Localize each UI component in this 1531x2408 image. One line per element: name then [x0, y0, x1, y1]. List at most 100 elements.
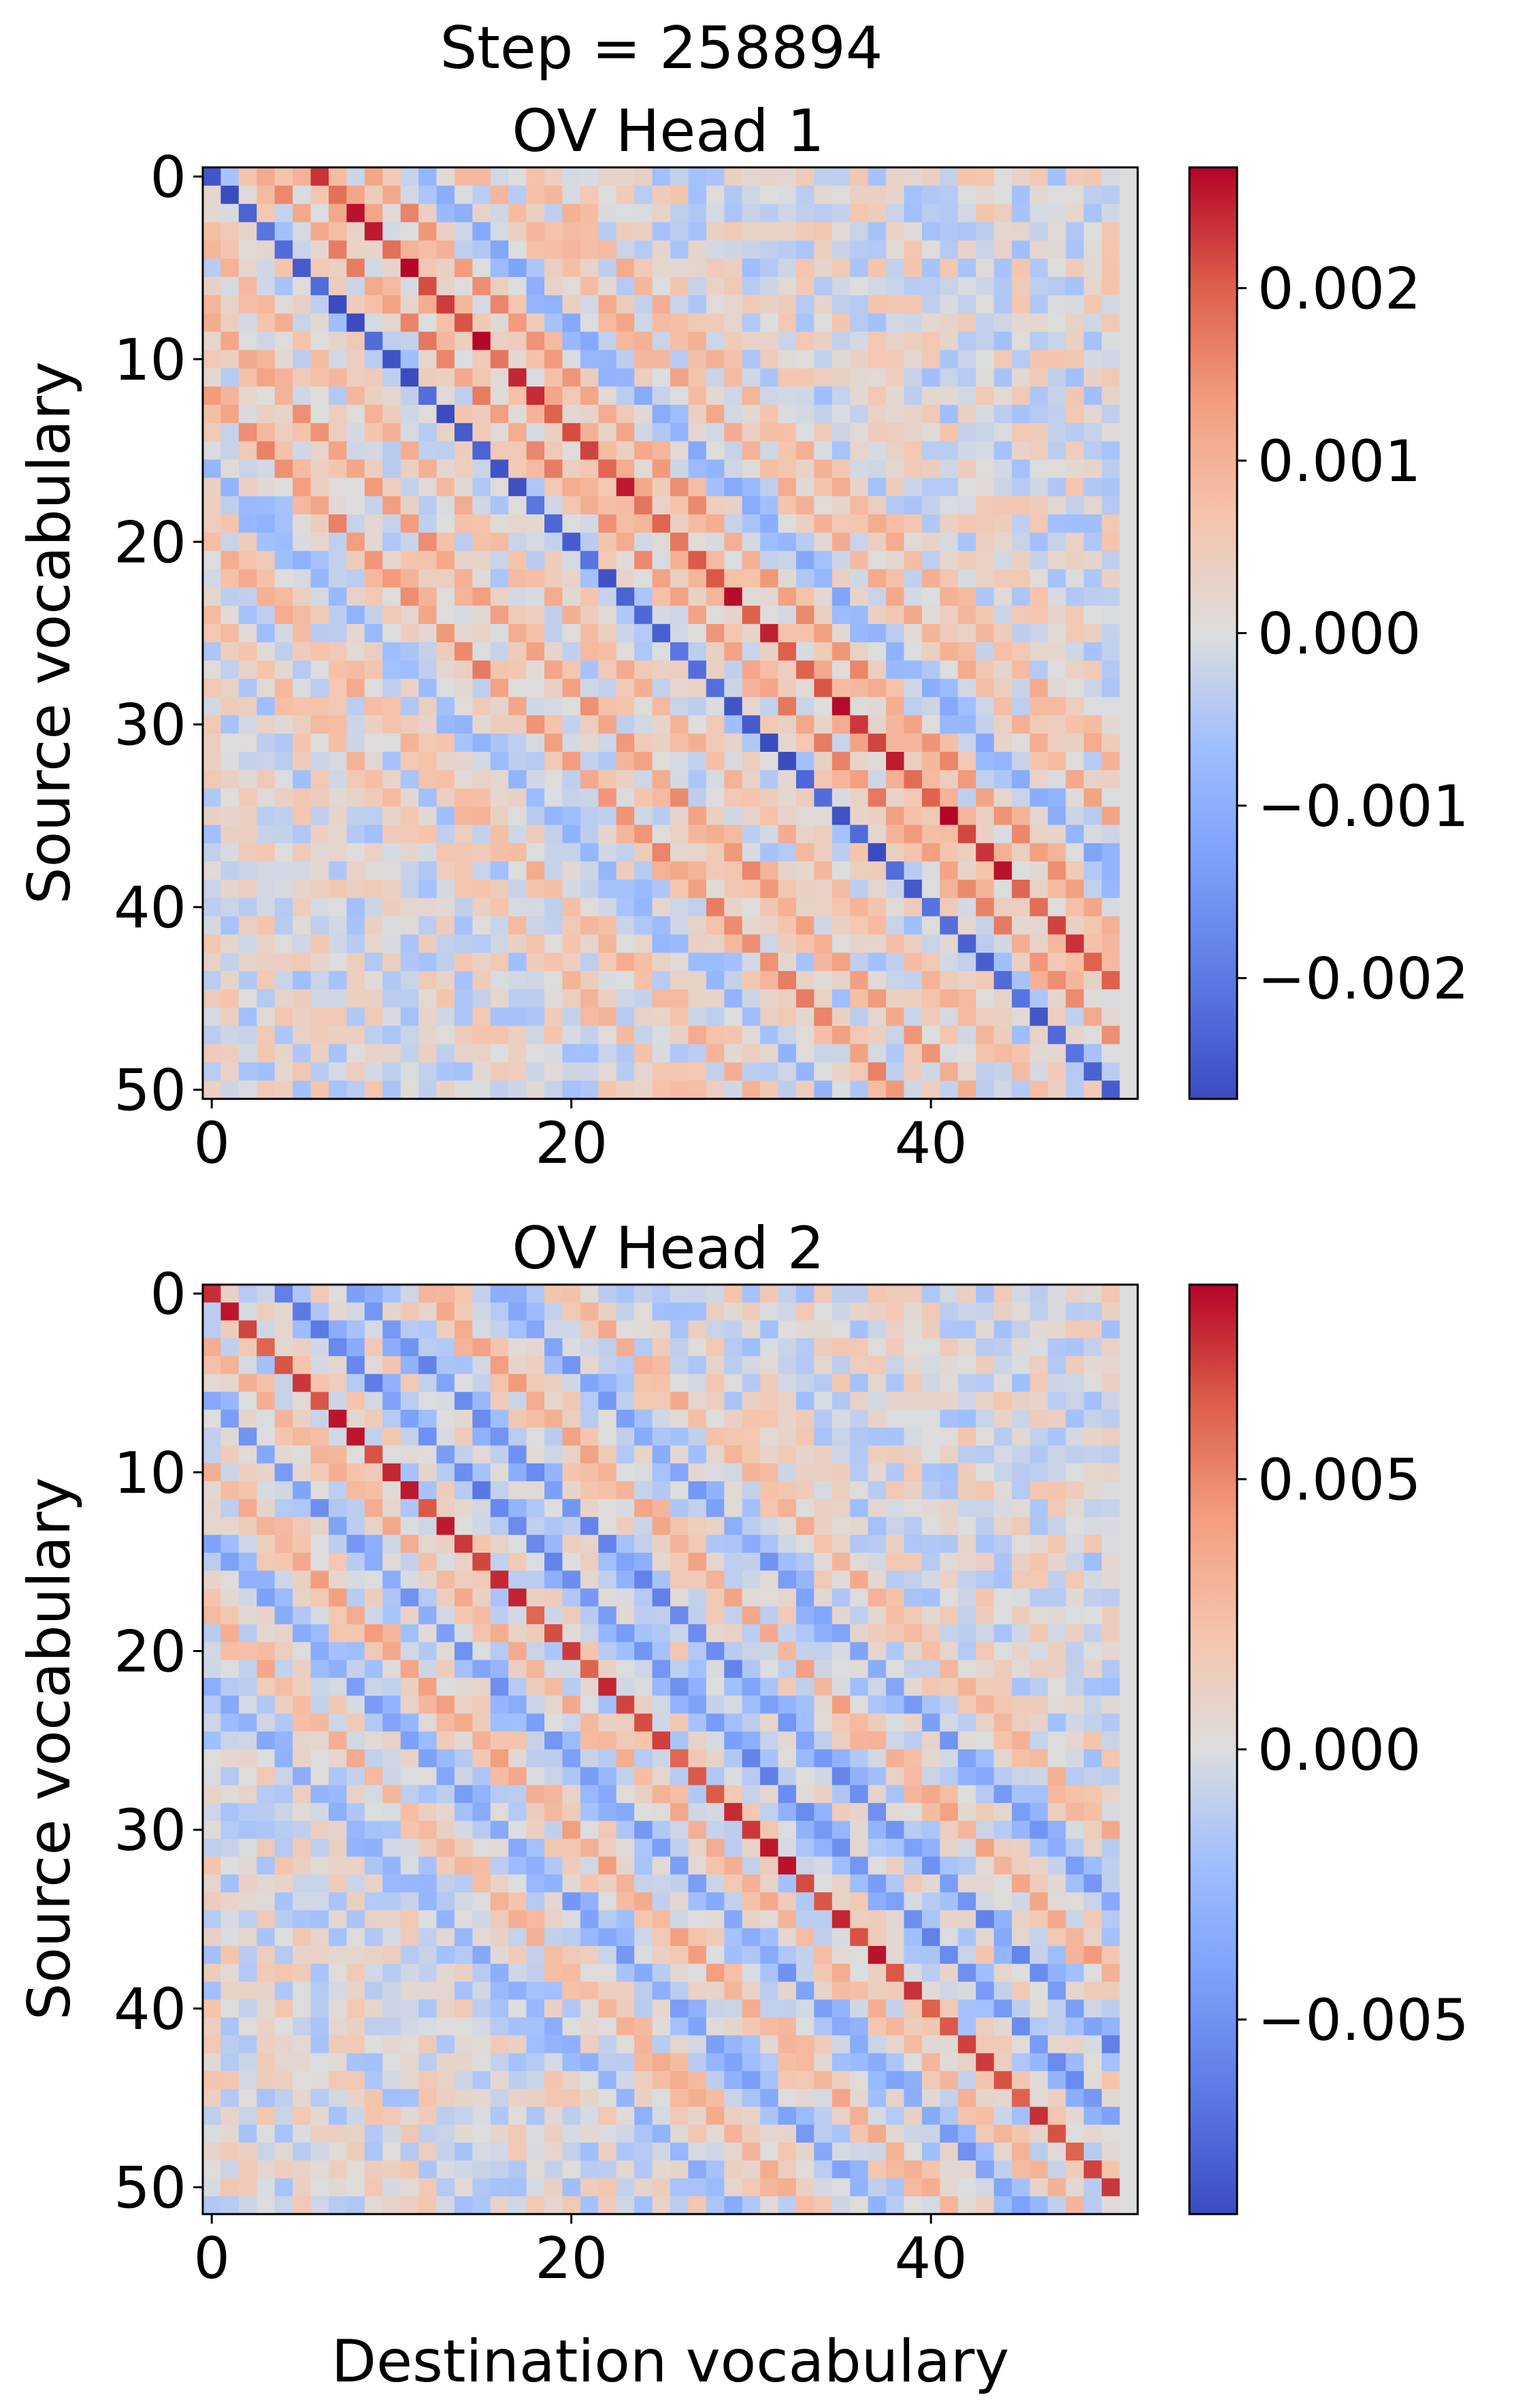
- heatmap-cell: [904, 550, 923, 570]
- heatmap-cell: [976, 1445, 995, 1464]
- heatmap-cell: [832, 1320, 851, 1339]
- heatmap-cell: [670, 733, 689, 753]
- heatmap-cell: [1102, 1302, 1121, 1321]
- heatmap-cell: [1047, 606, 1066, 625]
- heatmap-cell: [1047, 1677, 1066, 1696]
- heatmap-cell: [940, 1445, 959, 1464]
- heatmap-cell: [203, 2071, 222, 2090]
- heatmap-cell: [293, 259, 312, 278]
- heatmap-cell: [993, 1356, 1013, 1374]
- heatmap-cell: [508, 1606, 527, 1625]
- heatmap-cell: [760, 1570, 779, 1589]
- heatmap-cell: [652, 953, 671, 972]
- heatmap-cell: [364, 222, 383, 241]
- heatmap-cell: [1119, 1821, 1138, 1839]
- heatmap-cell: [293, 1838, 312, 1858]
- heatmap-cell: [328, 587, 347, 606]
- heatmap-cell: [490, 1731, 509, 1750]
- heatmap-cell: [778, 624, 797, 643]
- heatmap-cell: [976, 295, 995, 314]
- heatmap-cell: [832, 861, 851, 880]
- heatmap-cell: [544, 879, 563, 899]
- heatmap-cell: [364, 1677, 383, 1696]
- heatmap-cell: [904, 1731, 923, 1750]
- heatmap-cell: [293, 313, 312, 333]
- heatmap-cell: [652, 1767, 671, 1786]
- heatmap-cell: [220, 1463, 240, 1482]
- heatmap-cell: [1066, 916, 1085, 936]
- heatmap-cell: [993, 2035, 1013, 2054]
- heatmap-cell: [310, 1677, 329, 1696]
- heatmap-cell: [634, 642, 653, 661]
- heatmap-cell: [688, 514, 707, 533]
- heatmap-cell: [850, 459, 869, 478]
- heatmap-cell: [508, 660, 527, 680]
- heatmap-cell: [868, 953, 887, 972]
- heatmap-cell: [382, 2017, 401, 2036]
- heatmap-cell: [293, 2053, 312, 2072]
- heatmap-cell: [814, 1928, 833, 1947]
- heatmap-cell: [562, 295, 581, 314]
- heatmap-cell: [580, 1821, 599, 1839]
- heatmap-cell: [1047, 423, 1066, 442]
- heatmap-cell: [993, 989, 1013, 1008]
- heatmap-cell: [886, 203, 905, 223]
- heatmap-cell: [795, 478, 814, 497]
- heatmap-cell: [544, 897, 563, 917]
- heatmap-cell: [795, 423, 814, 442]
- heatmap-cell: [310, 441, 329, 461]
- heatmap-cell: [1066, 1981, 1085, 2000]
- heatmap-cell: [814, 295, 833, 314]
- heatmap-cell: [1030, 1570, 1049, 1589]
- heatmap-cell: [364, 331, 383, 351]
- heatmap-cell: [868, 642, 887, 661]
- heatmap-cell: [886, 1910, 905, 1929]
- heatmap-cell: [418, 806, 438, 825]
- heatmap-cell: [616, 1713, 635, 1732]
- heatmap-cell: [670, 1624, 689, 1643]
- heatmap-cell: [634, 1025, 653, 1045]
- heatmap-cell: [1012, 514, 1031, 533]
- heatmap-cell: [1102, 1821, 1121, 1839]
- heatmap-cell: [724, 751, 743, 771]
- heatmap-cell: [490, 1481, 509, 1500]
- heatmap-cell: [544, 295, 563, 314]
- heatmap-cell: [1030, 368, 1049, 387]
- heatmap-cell: [274, 843, 293, 862]
- heatmap-cell: [562, 569, 581, 588]
- heatmap-cell: [795, 751, 814, 771]
- heatmap-cell: [1083, 1428, 1102, 1447]
- heatmap-cell: [220, 496, 240, 515]
- heatmap-cell: [1047, 203, 1066, 223]
- heatmap-cell: [598, 368, 617, 387]
- heatmap-cell: [670, 1910, 689, 1929]
- heatmap-cell: [400, 1302, 419, 1321]
- heatmap-cell: [921, 642, 940, 661]
- heatmap-cell: [364, 2035, 383, 2054]
- heatmap-cell: [993, 350, 1013, 369]
- heatmap-cell: [634, 1285, 653, 1303]
- heatmap-cell: [886, 934, 905, 953]
- heatmap-cell: [795, 1856, 814, 1875]
- heatmap-cell: [328, 1910, 347, 1929]
- heatmap-cell: [921, 1374, 940, 1393]
- heatmap-cell: [454, 1588, 473, 1607]
- heatmap-cell: [814, 916, 833, 936]
- heatmap-cell: [993, 1428, 1013, 1447]
- heatmap-cell: [921, 806, 940, 825]
- heatmap-cell: [220, 203, 240, 223]
- heatmap-cell: [706, 1553, 725, 1571]
- heatmap-cell: [1030, 733, 1049, 753]
- heatmap-cell: [1012, 1856, 1031, 1875]
- heatmap-cell: [328, 550, 347, 570]
- heatmap-cell: [544, 1285, 563, 1303]
- heatmap-cell: [940, 185, 959, 205]
- heatmap-cell: [346, 1081, 365, 1100]
- colorbar-1: [1188, 166, 1238, 1100]
- heatmap-cell: [652, 459, 671, 478]
- heatmap-cell: [886, 678, 905, 698]
- heatmap-cell: [490, 1356, 509, 1374]
- heatmap-cell: [957, 1081, 976, 1100]
- heatmap-cell: [760, 496, 779, 515]
- heatmap-cell: [634, 1767, 653, 1786]
